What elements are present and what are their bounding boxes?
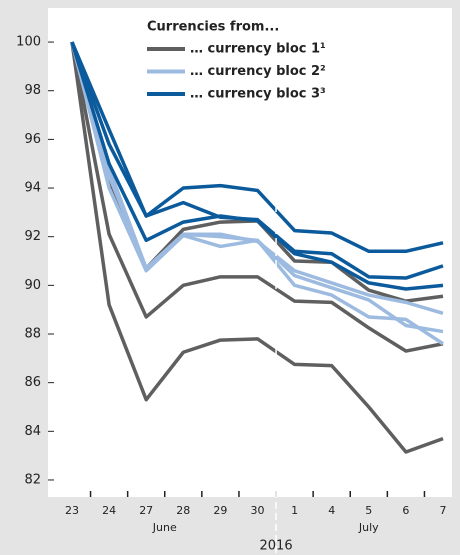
x-tick-label: 4 [328,504,335,517]
x-tick-label: 6 [402,504,409,517]
y-tick-label: 98 [24,83,41,98]
y-tick-label: 82 [24,472,41,487]
legend-box [140,14,306,100]
y-tick-label: 94 [24,181,41,196]
x-tick-label: 23 [65,504,79,517]
y-tick-label: 96 [24,132,41,147]
y-tick-label: 88 [24,327,41,342]
x-tick-label: 28 [176,504,190,517]
x-tick-label: 1 [291,504,298,517]
series-line [70,41,444,454]
y-tick-label: 92 [24,229,41,244]
x-tick-label: 5 [365,504,372,517]
x-tick-label: 29 [213,504,227,517]
series-line [70,41,444,254]
y-tick-label: 90 [24,278,41,293]
x-tick-label: 30 [251,504,265,517]
series-line [70,41,444,315]
x-tick-label: 24 [102,504,116,517]
y-tick-label: 86 [24,375,41,390]
y-tick-label: 100 [16,35,41,50]
legend-title: Currencies from... [147,20,279,35]
series-line [70,41,444,353]
month-label: June [152,521,177,534]
x-tick-label: 7 [440,504,447,517]
legend-label: … currency bloc 3³ [190,87,326,102]
year-label: 2016 [260,539,293,554]
y-tick-label: 84 [24,424,41,439]
legend-label: … currency bloc 2² [190,64,326,79]
x-tick-label: 27 [139,504,153,517]
month-label: July [358,521,379,534]
series-line [70,41,444,291]
legend-label: … currency bloc 1¹ [190,42,326,57]
